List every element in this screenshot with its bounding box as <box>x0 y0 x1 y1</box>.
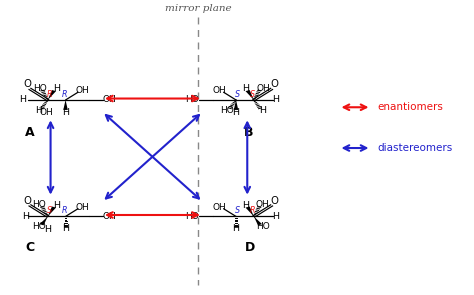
Text: H: H <box>242 201 249 210</box>
Text: HO: HO <box>33 84 46 93</box>
Text: O: O <box>270 79 278 89</box>
Text: R: R <box>61 206 67 215</box>
Text: diastereomers: diastereomers <box>377 143 453 153</box>
Text: OH: OH <box>212 203 226 212</box>
Text: H: H <box>62 108 69 117</box>
Polygon shape <box>254 217 262 225</box>
Polygon shape <box>234 100 238 110</box>
Text: OH: OH <box>102 212 116 221</box>
Text: H: H <box>233 224 239 233</box>
Text: OH: OH <box>75 86 89 95</box>
Text: HO: HO <box>185 96 199 104</box>
Text: S: S <box>235 206 240 215</box>
Text: O: O <box>270 196 278 206</box>
Text: OH: OH <box>256 200 270 209</box>
Text: H: H <box>259 106 266 115</box>
Text: R: R <box>61 90 67 99</box>
Polygon shape <box>39 217 48 225</box>
Text: HO: HO <box>32 200 46 209</box>
Text: H: H <box>62 224 69 233</box>
Text: S: S <box>250 90 255 99</box>
Polygon shape <box>48 90 56 100</box>
Text: H: H <box>242 84 249 94</box>
Text: H: H <box>19 96 26 104</box>
Text: mirror plane: mirror plane <box>165 4 231 13</box>
Text: HO: HO <box>220 106 234 115</box>
Polygon shape <box>246 206 254 217</box>
Polygon shape <box>48 206 56 217</box>
Text: A: A <box>25 125 34 139</box>
Text: OH: OH <box>102 96 116 104</box>
Text: H: H <box>44 225 51 234</box>
Polygon shape <box>64 100 68 110</box>
Text: enantiomers: enantiomers <box>377 102 443 112</box>
Text: C: C <box>25 241 34 254</box>
Text: H: H <box>22 212 29 221</box>
Text: OH: OH <box>39 108 53 117</box>
Text: O: O <box>24 79 32 89</box>
Text: S: S <box>46 206 52 215</box>
Text: H: H <box>273 96 280 104</box>
Text: HO: HO <box>256 222 270 232</box>
Text: H: H <box>53 84 60 94</box>
Text: HO: HO <box>185 212 199 221</box>
Text: B: B <box>244 125 254 139</box>
Text: HO: HO <box>32 222 46 232</box>
Text: D: D <box>245 241 255 254</box>
Text: H: H <box>273 212 280 221</box>
Polygon shape <box>246 90 254 100</box>
Text: OH: OH <box>256 84 270 93</box>
Text: H: H <box>36 106 42 115</box>
Text: OH: OH <box>212 86 226 95</box>
Text: O: O <box>24 196 32 206</box>
Text: H: H <box>53 201 60 210</box>
Text: R: R <box>250 206 255 215</box>
Text: OH: OH <box>75 203 89 212</box>
Text: R: R <box>46 90 52 99</box>
Text: S: S <box>235 90 240 99</box>
Text: H: H <box>233 108 239 117</box>
